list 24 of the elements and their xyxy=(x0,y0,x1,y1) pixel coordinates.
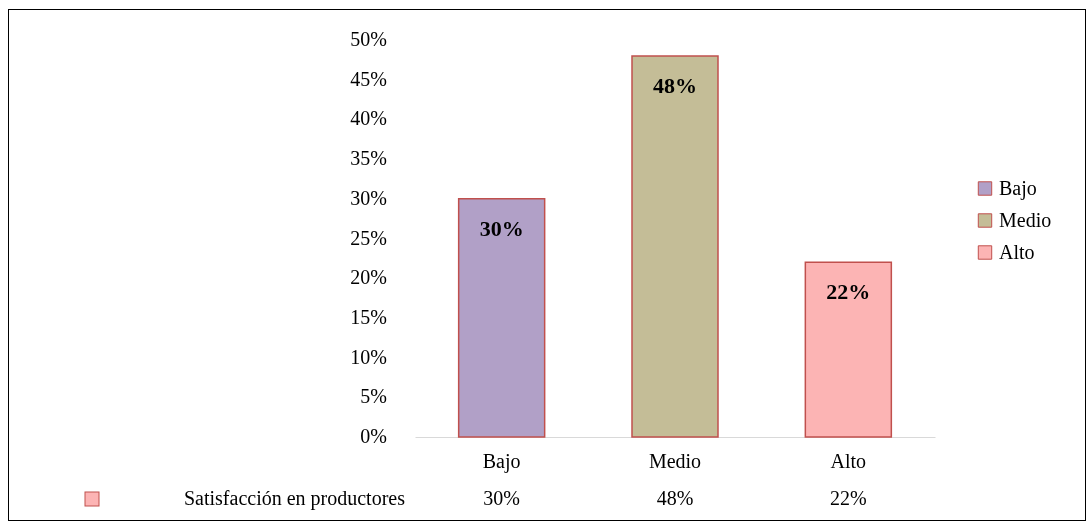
y-tick-label: 30% xyxy=(350,186,387,209)
data-label: 30% xyxy=(479,215,524,241)
y-tick-label: 0% xyxy=(360,425,387,447)
x-tick-label: Bajo xyxy=(482,449,521,473)
y-tick-label: 20% xyxy=(350,266,387,289)
y-tick-label: 35% xyxy=(350,147,387,170)
text: Satisfacción en productores xyxy=(183,487,406,510)
legend-label: Alto xyxy=(999,240,1035,263)
y-tick-label: 50% xyxy=(350,28,387,50)
y-tick-label: 10% xyxy=(350,345,387,368)
data-label: 22% xyxy=(826,279,871,305)
y-tick-label: 15% xyxy=(350,305,387,328)
legend-label: Medio xyxy=(999,208,1052,231)
y-tick-label: 5% xyxy=(360,385,387,408)
y-tick-label: 45% xyxy=(350,67,387,90)
y-tick-label: 25% xyxy=(350,226,387,249)
text: 30% xyxy=(483,487,520,509)
text: 48% xyxy=(656,487,694,509)
y-tick-label: 40% xyxy=(350,107,387,130)
x-tick-label: Alto xyxy=(830,449,867,472)
legend-label: Bajo xyxy=(999,176,1037,200)
text: 22% xyxy=(830,487,867,509)
data-label: 48% xyxy=(653,72,697,98)
x-tick-label: Medio xyxy=(648,449,702,472)
